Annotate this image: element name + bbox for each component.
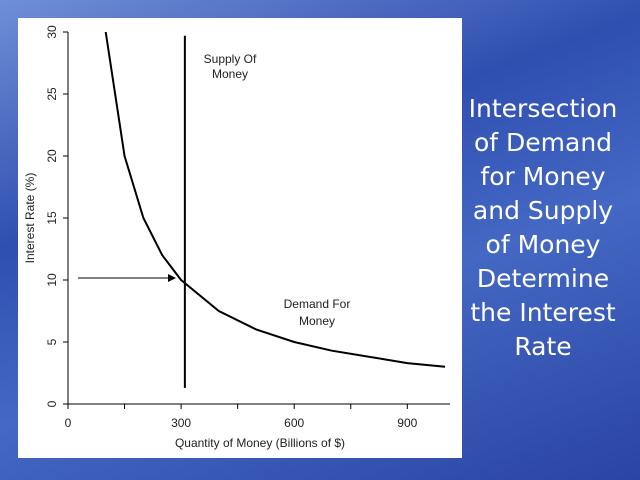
y-tick-label: 25 bbox=[45, 87, 59, 101]
x-tick-label: 900 bbox=[397, 416, 417, 430]
y-tick-label: 20 bbox=[45, 149, 59, 163]
y-tick-label: 10 bbox=[45, 273, 59, 287]
y-tick-label: 15 bbox=[45, 211, 59, 225]
annotation: Money bbox=[299, 314, 335, 328]
arrow-head bbox=[168, 274, 176, 282]
x-tick-label: 0 bbox=[65, 416, 72, 430]
y-tick-label: 0 bbox=[45, 400, 59, 407]
x-tick-label: 300 bbox=[171, 416, 191, 430]
chart-panel bbox=[18, 18, 462, 458]
slide-heading: Intersection of Demand for Money and Sup… bbox=[468, 94, 618, 361]
annotation: Demand For bbox=[284, 297, 351, 311]
y-tick-label: 30 bbox=[45, 25, 59, 39]
annotation: Supply Of bbox=[204, 52, 257, 66]
x-axis-label: Quantity of Money (Billions of $) bbox=[175, 436, 345, 450]
line bbox=[104, 31, 446, 368]
annotation: Money bbox=[212, 67, 248, 81]
x-tick-label: 600 bbox=[284, 416, 304, 430]
y-tick-label: 5 bbox=[45, 338, 59, 345]
y-axis-label: Interest Rate (%) bbox=[23, 173, 37, 264]
